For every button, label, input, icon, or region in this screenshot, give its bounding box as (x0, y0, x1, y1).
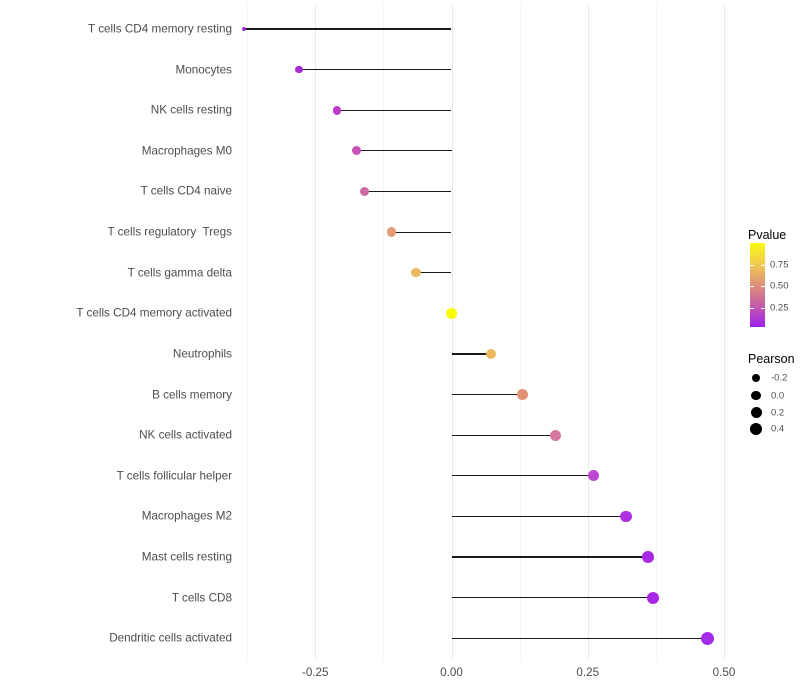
x-tick-label: 0.25 (576, 666, 600, 679)
row-dot (587, 470, 599, 482)
row-label: T cells CD4 memory activated (76, 306, 232, 320)
colorbar-tick (761, 307, 765, 309)
grid-line-major (451, 4, 453, 660)
row-dot (332, 105, 342, 115)
grid-line-minor (519, 4, 521, 660)
row-dot (359, 186, 370, 197)
row-label: Macrophages M0 (141, 144, 232, 158)
colorbar-tick (750, 307, 754, 309)
row-stem (451, 597, 654, 599)
x-tick-label: 0.50 (712, 666, 736, 679)
row-label: B cells memory (152, 388, 232, 402)
row-dot (446, 308, 457, 319)
pearson-size-dot (752, 374, 760, 382)
row-stem (451, 515, 626, 518)
grid-line-minor (247, 4, 249, 660)
x-tick-label: -0.25 (301, 666, 329, 679)
row-dot (242, 27, 247, 31)
pvalue-colorbar (750, 243, 765, 327)
row-dot (549, 429, 561, 441)
row-stem (451, 637, 708, 639)
colorbar-tick-label: 0.50 (770, 280, 789, 292)
row-dot (295, 65, 303, 74)
pearson-legend-title: Pearson (748, 352, 795, 366)
row-dot (517, 389, 528, 400)
row-label: Monocytes (175, 63, 232, 77)
grid-line-minor (655, 4, 657, 660)
grid-line-major (724, 4, 725, 660)
row-stem (298, 69, 452, 71)
x-tick-label: 0.00 (440, 666, 463, 679)
row-label: Macrophages M2 (141, 509, 232, 523)
row-dot (386, 227, 397, 237)
row-label: T cells regulatory Tregs (107, 225, 233, 239)
row-stem (391, 231, 452, 233)
pearson-size-dot (751, 390, 761, 401)
grid-line-major (587, 4, 589, 660)
row-stem (337, 109, 452, 111)
colorbar-tick (761, 286, 765, 288)
pearson-size-dot (749, 422, 763, 436)
row-label: Neutrophils (172, 347, 232, 361)
row-label: Dendritic cells activated (109, 631, 232, 645)
row-dot (620, 510, 632, 523)
row-label: T cells CD4 naive (140, 184, 232, 198)
pearson-size-label: 0.0 (771, 390, 785, 401)
row-dot (700, 631, 715, 646)
row-dot (485, 348, 496, 359)
row-label: Mast cells resting (141, 550, 232, 564)
row-label: T cells CD8 (171, 591, 232, 605)
grid-line-major (315, 4, 317, 660)
colorbar-tick (761, 264, 765, 266)
pearson-size-label: 0.4 (771, 423, 785, 435)
row-label: NK cells resting (150, 103, 232, 117)
row-stem (451, 393, 523, 396)
row-stem (356, 150, 452, 152)
row-label: T cells follicular helper (116, 469, 232, 483)
pvalue-legend-title: Pvalue (748, 228, 787, 242)
colorbar-tick-label: 0.75 (770, 259, 789, 271)
pearson-size-label: -0.2 (771, 372, 788, 384)
pearson-size-label: 0.2 (771, 407, 785, 418)
grid-line-minor (383, 4, 385, 660)
colorbar-tick-label: 0.25 (770, 302, 789, 314)
row-stem (244, 28, 452, 30)
row-stem (451, 353, 491, 355)
row-label: NK cells activated (139, 428, 232, 442)
pearson-size-dot (750, 407, 762, 418)
row-dot (647, 591, 660, 604)
row-label: T cells gamma delta (127, 266, 232, 280)
row-stem (451, 475, 594, 477)
row-label: T cells CD4 memory resting (88, 22, 232, 36)
colorbar-tick (750, 286, 754, 288)
colorbar-tick (750, 264, 754, 266)
row-stem (451, 556, 648, 558)
row-stem (416, 272, 452, 274)
row-stem (364, 190, 452, 193)
row-dot (641, 551, 654, 563)
row-stem (451, 434, 556, 436)
row-dot (351, 146, 361, 156)
row-dot (411, 267, 421, 278)
